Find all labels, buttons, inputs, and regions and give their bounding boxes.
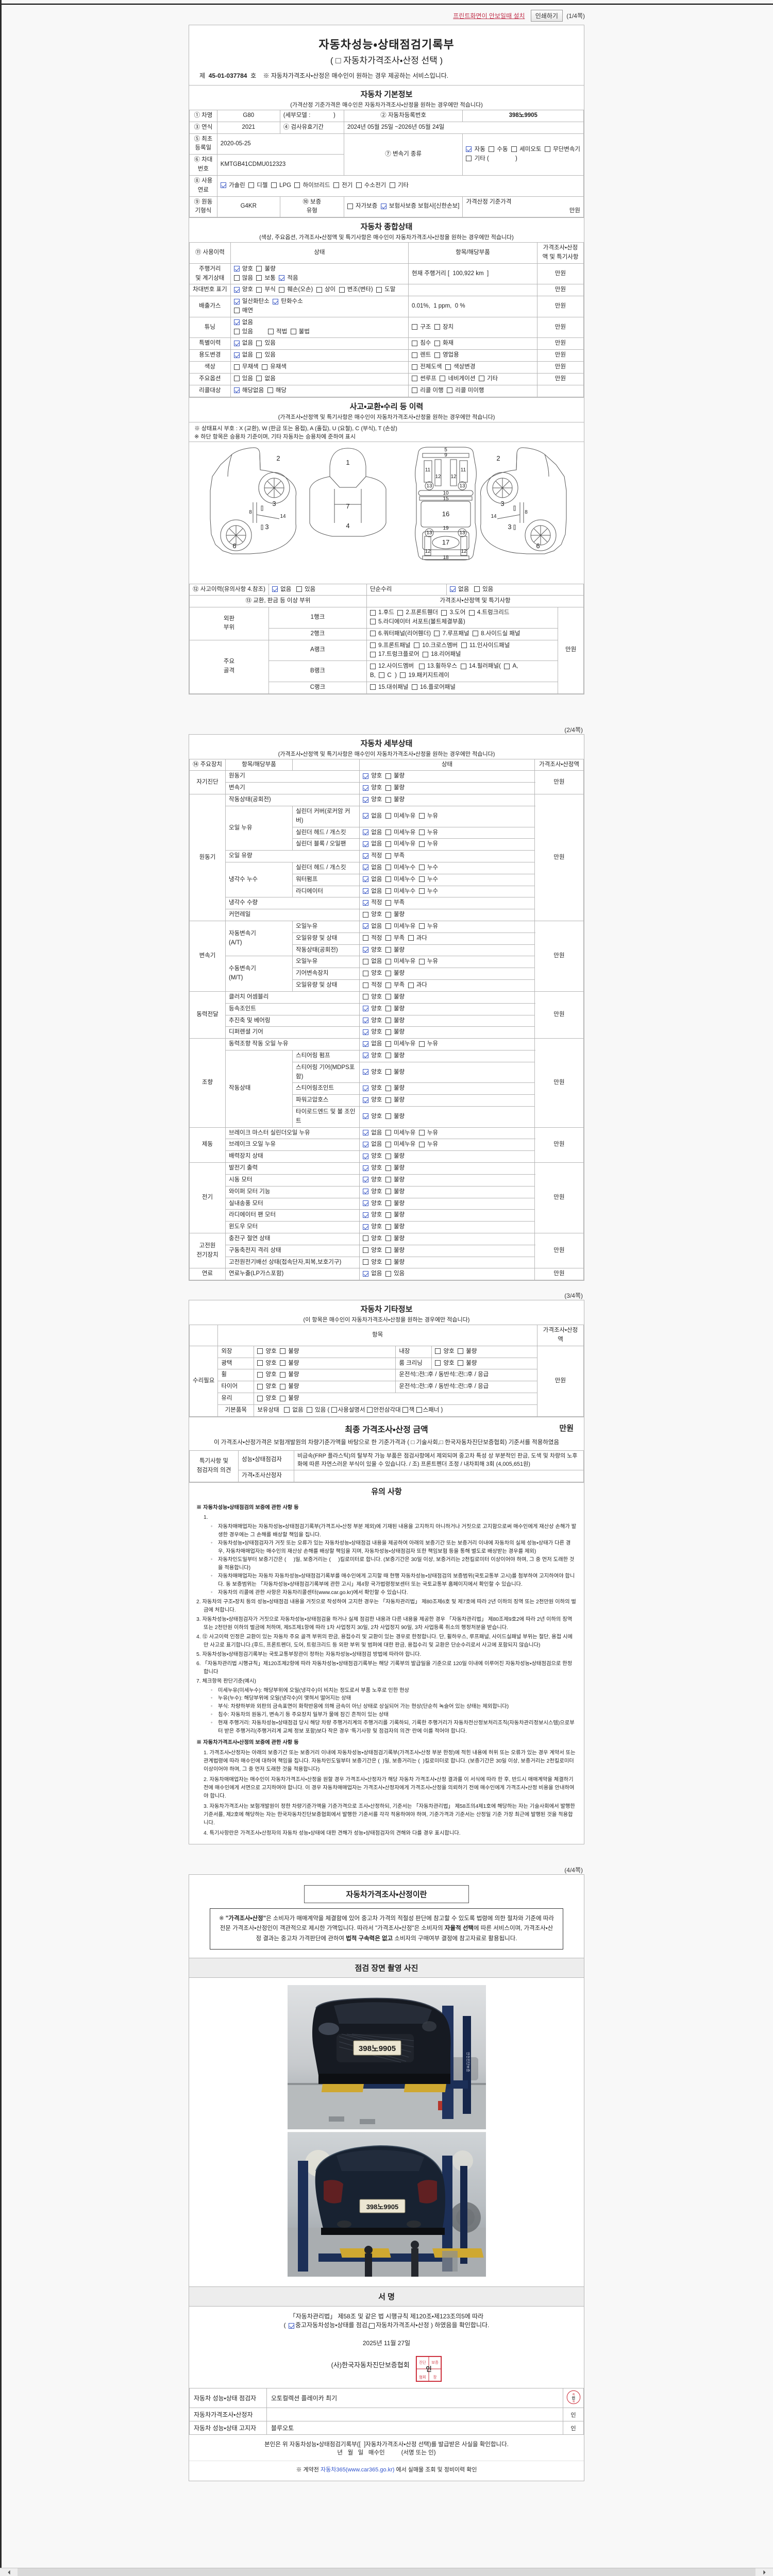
svg-text:12: 12 (435, 474, 441, 480)
svg-text:18: 18 (443, 555, 449, 561)
svg-text:2: 2 (496, 454, 500, 462)
svg-text:10: 10 (443, 490, 449, 496)
svg-text:17: 17 (442, 538, 449, 546)
svg-text:재: 재 (572, 2400, 574, 2403)
svg-text:4: 4 (346, 522, 349, 530)
svg-text:12: 12 (425, 549, 431, 554)
svg-text:6: 6 (536, 542, 540, 550)
svg-text:2: 2 (276, 454, 280, 462)
svg-text:15: 15 (443, 496, 449, 502)
svg-text:협회: 협회 (419, 2375, 426, 2380)
svg-text:13: 13 (459, 483, 465, 489)
svg-text:398노9905: 398노9905 (366, 2203, 398, 2211)
svg-text:12: 12 (450, 474, 457, 480)
svg-text:1: 1 (346, 459, 349, 466)
svg-text:8: 8 (249, 510, 252, 515)
svg-text:11: 11 (461, 467, 466, 473)
svg-text:인: 인 (572, 2396, 575, 2400)
svg-text:13: 13 (426, 483, 432, 489)
svg-text:7: 7 (346, 502, 349, 510)
svg-text:398노9905: 398노9905 (358, 2044, 395, 2053)
svg-text:진단: 진단 (419, 2360, 426, 2365)
svg-text:14: 14 (280, 514, 286, 519)
svg-text:13: 13 (459, 530, 465, 536)
svg-text:안전진단보증: 안전진단보증 (466, 2052, 470, 2072)
svg-text:14: 14 (491, 514, 497, 519)
svg-text:인: 인 (426, 2365, 431, 2373)
svg-text:12: 12 (461, 549, 467, 554)
svg-text:3: 3 (272, 500, 276, 507)
svg-text:11: 11 (425, 467, 431, 473)
svg-text:3: 3 (265, 523, 268, 531)
svg-text:6: 6 (232, 542, 236, 550)
svg-text:보증: 보증 (431, 2360, 439, 2365)
svg-text:최: 최 (572, 2393, 575, 2397)
svg-text:8: 8 (525, 510, 528, 515)
svg-text:장: 장 (433, 2375, 436, 2380)
svg-text:13: 13 (426, 530, 432, 536)
svg-text:3: 3 (500, 500, 504, 507)
svg-text:19: 19 (443, 526, 449, 531)
svg-text:16: 16 (442, 510, 449, 518)
svg-text:3: 3 (508, 523, 511, 531)
svg-text:9: 9 (444, 452, 447, 458)
